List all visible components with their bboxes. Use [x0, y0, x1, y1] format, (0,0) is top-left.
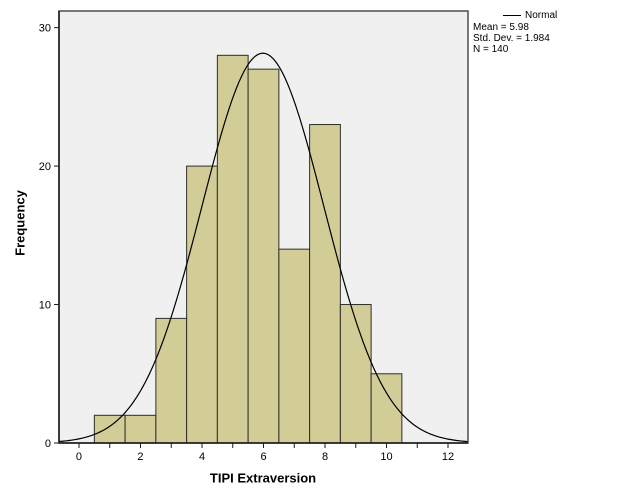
- legend-normal-label: Normal: [525, 10, 558, 21]
- svg-text:20: 20: [39, 161, 51, 173]
- legend-n: N = 140: [473, 44, 509, 55]
- y-axis-title: Frequency: [12, 190, 28, 256]
- svg-text:6: 6: [260, 451, 266, 463]
- legend: Normal Mean = 5.98 Std. Dev. = 1.984 N =…: [473, 10, 623, 55]
- svg-text:8: 8: [322, 451, 328, 463]
- svg-text:0: 0: [76, 451, 82, 463]
- x-axis-title: TIPI Extraversion: [209, 470, 317, 486]
- legend-mean: Mean = 5.98: [473, 22, 529, 33]
- svg-text:12: 12: [442, 451, 454, 463]
- normal-curve-line-swatch: [503, 15, 521, 16]
- svg-text:0: 0: [45, 438, 51, 450]
- svg-text:10: 10: [39, 300, 51, 312]
- svg-text:2: 2: [137, 451, 143, 463]
- legend-stddev: Std. Dev. = 1.984: [473, 33, 550, 44]
- svg-text:4: 4: [199, 451, 205, 463]
- svg-text:10: 10: [380, 451, 392, 463]
- legend-normal-entry: Normal: [473, 10, 623, 21]
- svg-text:30: 30: [39, 23, 51, 35]
